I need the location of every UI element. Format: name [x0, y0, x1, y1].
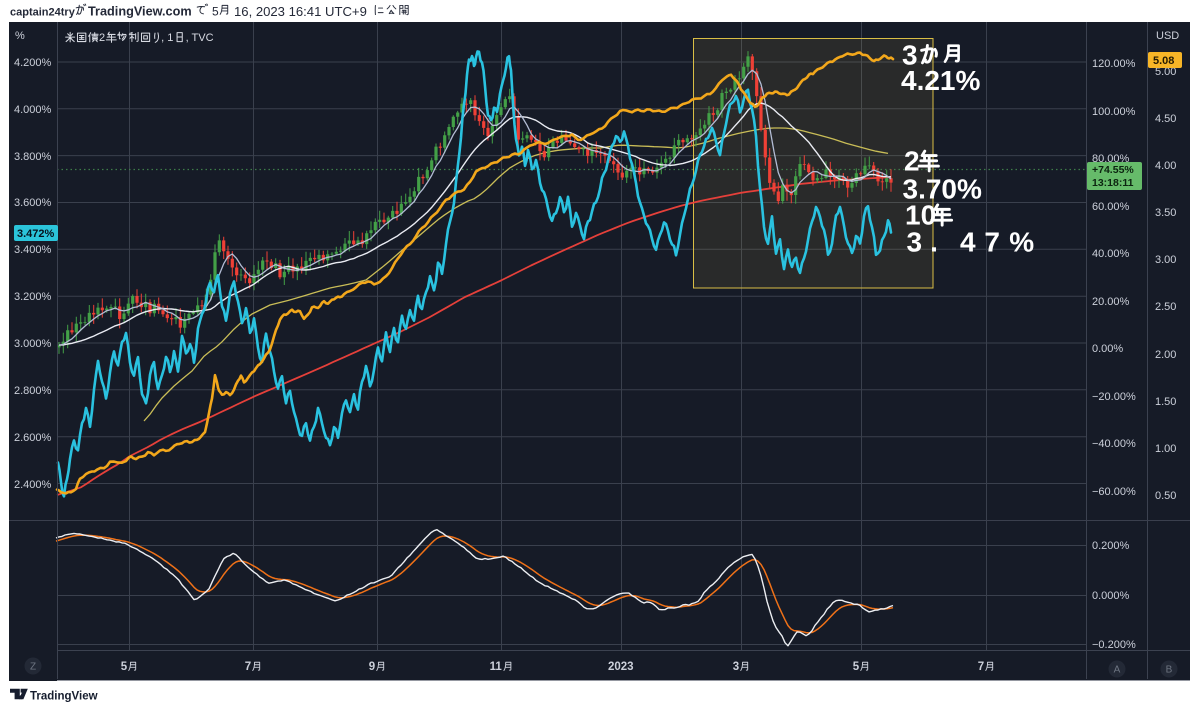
svg-text:3.70%: 3.70%	[903, 173, 982, 204]
svg-text:60.00%: 60.00%	[1092, 201, 1130, 213]
svg-text:TradingView.com: TradingView.com	[88, 5, 192, 19]
svg-text:−20.00%: −20.00%	[1092, 391, 1136, 403]
svg-text:16, 2023 16:41 UTC+9: 16, 2023 16:41 UTC+9	[234, 4, 367, 19]
svg-text:B: B	[1166, 665, 1173, 676]
svg-text:0.00%: 0.00%	[1092, 343, 1123, 355]
svg-text:3.400%: 3.400%	[14, 244, 52, 256]
svg-text:1.00: 1.00	[1155, 443, 1176, 455]
svg-text:−60.00%: −60.00%	[1092, 486, 1136, 498]
svg-text:2: 2	[904, 146, 920, 177]
svg-text:5: 5	[212, 5, 219, 19]
svg-text:2.00: 2.00	[1155, 349, 1176, 361]
svg-text:4.50: 4.50	[1155, 113, 1176, 125]
svg-text:+74.55%: +74.55%	[1092, 164, 1134, 176]
svg-text:, 1: , 1	[161, 32, 173, 44]
svg-text:, TVC: , TVC	[186, 32, 214, 44]
svg-text:2: 2	[99, 32, 105, 44]
svg-text:0.200%: 0.200%	[1092, 540, 1130, 552]
svg-text:3.800%: 3.800%	[14, 151, 52, 163]
svg-text:7: 7	[978, 661, 984, 673]
svg-text:100.00%: 100.00%	[1092, 106, 1136, 118]
svg-text:4.200%: 4.200%	[14, 57, 52, 69]
svg-text:TradingView: TradingView	[30, 691, 98, 703]
svg-text:USD: USD	[1156, 30, 1179, 42]
svg-text:3: 3	[902, 40, 918, 71]
svg-text:2.50: 2.50	[1155, 301, 1176, 313]
svg-text:5.08: 5.08	[1153, 55, 1174, 67]
svg-text:3.50: 3.50	[1155, 207, 1176, 219]
svg-text:−40.00%: −40.00%	[1092, 438, 1136, 450]
svg-text:A: A	[1114, 665, 1121, 676]
svg-text:40.00%: 40.00%	[1092, 248, 1130, 260]
svg-text:2023: 2023	[608, 661, 634, 673]
svg-text:%: %	[15, 30, 25, 42]
svg-text:3: 3	[733, 661, 739, 673]
svg-text:3.200%: 3.200%	[14, 291, 52, 303]
svg-text:4.000%: 4.000%	[14, 104, 52, 116]
svg-text:3.472%: 3.472%	[17, 228, 55, 240]
svg-text:7: 7	[245, 661, 251, 673]
svg-text:5: 5	[853, 661, 860, 673]
svg-text:3.600%: 3.600%	[14, 197, 52, 209]
svg-text:0.50: 0.50	[1155, 490, 1176, 502]
svg-text:120.00%: 120.00%	[1092, 58, 1136, 70]
svg-text:−0.200%: −0.200%	[1092, 639, 1136, 651]
svg-text:3.00: 3.00	[1155, 254, 1176, 266]
svg-text:20.00%: 20.00%	[1092, 296, 1130, 308]
svg-text:4.21%: 4.21%	[901, 65, 980, 96]
svg-text:3.000%: 3.000%	[14, 338, 52, 350]
svg-text:0.000%: 0.000%	[1092, 590, 1130, 602]
svg-text:4.00: 4.00	[1155, 160, 1176, 172]
svg-text:10: 10	[905, 200, 936, 231]
svg-text:5: 5	[121, 661, 128, 673]
svg-text:2.800%: 2.800%	[14, 385, 52, 397]
svg-text:5.00: 5.00	[1155, 66, 1176, 78]
svg-text:2.600%: 2.600%	[14, 432, 52, 444]
svg-text:11: 11	[490, 661, 503, 673]
svg-text:9: 9	[369, 661, 375, 673]
svg-text:2.400%: 2.400%	[14, 479, 52, 491]
svg-text:captain24try: captain24try	[10, 7, 76, 19]
svg-text:13:18:11: 13:18:11	[1092, 177, 1134, 189]
svg-text:Z: Z	[30, 662, 36, 673]
svg-text:1.50: 1.50	[1155, 396, 1176, 408]
